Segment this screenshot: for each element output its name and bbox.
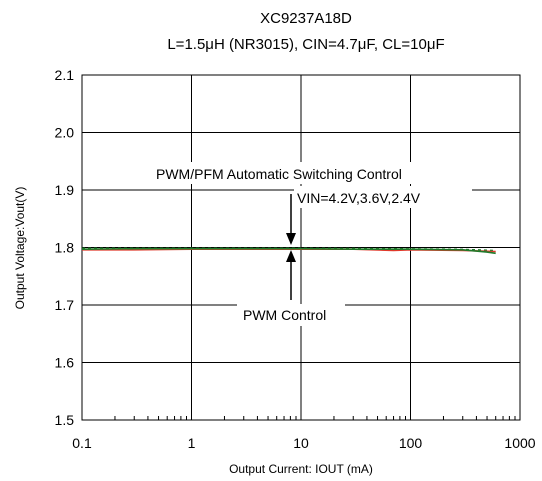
minor-ticks bbox=[114, 416, 516, 420]
series-line-3 bbox=[82, 247, 496, 251]
annotation-vin-label: VIN=4.2V,3.6V,2.4V bbox=[297, 190, 421, 206]
y-tick-label: 1.5 bbox=[55, 412, 75, 428]
annotation-vin: VIN=4.2V,3.6V,2.4V bbox=[294, 186, 472, 208]
chart-subtitle: L=1.5μH (NR3015), CIN=4.7μF, CL=10μF bbox=[167, 36, 444, 53]
x-tick-label: 1 bbox=[188, 435, 196, 451]
annotation-pwm-pfm-label: PWM/PFM Automatic Switching Control bbox=[156, 166, 402, 182]
series-lines bbox=[81, 247, 496, 255]
y-axis-label: Output Voltage:Vout(V) bbox=[13, 187, 27, 310]
annotation-pwm: PWM Control bbox=[237, 304, 345, 326]
annotation-pwm-label: PWM Control bbox=[243, 307, 326, 323]
x-tick-label: 10 bbox=[293, 435, 309, 451]
series-line-2 bbox=[81, 247, 496, 255]
x-tick-label: 100 bbox=[399, 435, 423, 451]
y-tick-label: 1.6 bbox=[55, 355, 75, 371]
annotation-pwm-pfm: PWM/PFM Automatic Switching Control bbox=[150, 162, 472, 184]
y-tick-label: 1.9 bbox=[55, 182, 75, 198]
y-tick-label: 1.8 bbox=[55, 240, 75, 256]
chart-title: XC9237A18D bbox=[260, 10, 352, 27]
arrow-up bbox=[286, 250, 296, 300]
x-tick-label: 1000 bbox=[504, 435, 535, 451]
x-tick-labels: 0.1 1 10 100 1000 bbox=[72, 435, 536, 451]
y-tick-label: 2.0 bbox=[55, 125, 75, 141]
arrow-down bbox=[286, 194, 296, 245]
y-tick-labels: 1.5 1.6 1.7 1.8 1.9 2.0 2.1 bbox=[55, 67, 75, 428]
x-tick-label: 0.1 bbox=[72, 435, 92, 451]
y-tick-label: 1.7 bbox=[55, 297, 75, 313]
y-tick-label: 2.1 bbox=[55, 67, 75, 83]
x-axis-label: Output Current: IOUT (mA) bbox=[229, 462, 373, 476]
